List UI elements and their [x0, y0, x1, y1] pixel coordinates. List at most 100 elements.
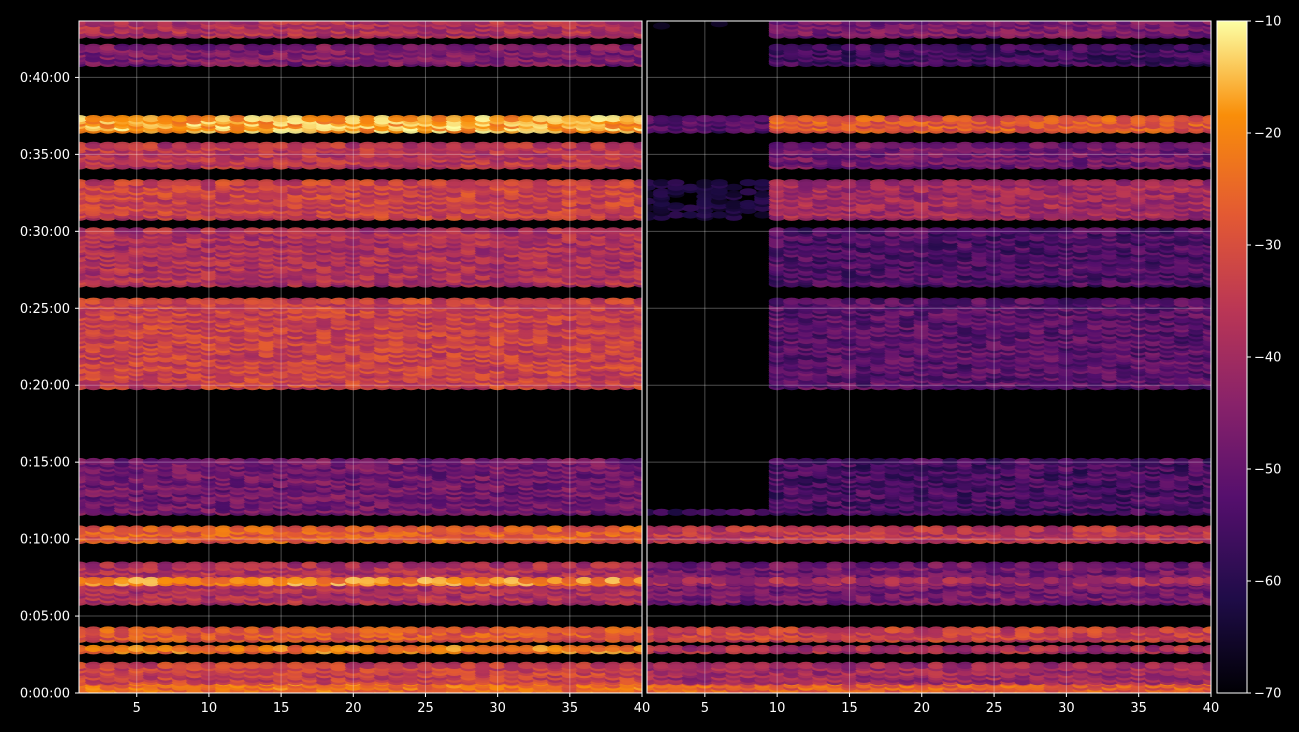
heatmap-cell — [575, 626, 593, 634]
heatmap-cell — [359, 661, 377, 670]
heatmap-cell — [287, 457, 304, 466]
heatmap-cell — [344, 661, 362, 670]
heatmap-cell — [229, 561, 247, 569]
heatmap-cell — [590, 626, 608, 634]
heatmap-cell — [503, 626, 521, 634]
heatmap-cell — [489, 644, 507, 653]
heatmap-cell — [518, 561, 535, 569]
heatmap-cell — [431, 561, 449, 569]
heatmap-cell — [113, 561, 131, 569]
heatmap-cell — [402, 297, 420, 305]
heatmap-cell — [532, 525, 550, 533]
heatmap-cell — [417, 576, 434, 585]
heatmap-cell — [186, 576, 203, 585]
heatmap-cell — [243, 561, 261, 569]
heatmap-cell — [186, 561, 203, 569]
heatmap-cell — [373, 626, 391, 634]
heatmap-cell — [84, 626, 102, 634]
heatmap-cell — [532, 457, 550, 466]
heatmap-cell — [359, 457, 377, 466]
heatmap-cell — [287, 525, 304, 533]
heatmap-cell — [214, 576, 232, 585]
heatmap-cell — [287, 644, 304, 653]
heatmap-cell — [359, 561, 377, 569]
heatmap-cell — [142, 576, 160, 585]
heatmap-cell — [229, 644, 247, 653]
heatmap-cell — [344, 561, 362, 569]
heatmap-cell — [402, 661, 420, 670]
heatmap-cell — [604, 457, 622, 466]
heatmap-cell — [171, 661, 189, 670]
heatmap-cell — [474, 561, 492, 569]
heatmap-cell — [489, 561, 507, 569]
heatmap-cell — [330, 644, 348, 653]
heatmap-cell — [200, 644, 218, 653]
heatmap-cell — [113, 661, 131, 670]
heatmap-cell — [503, 644, 521, 653]
heatmap-cell — [84, 457, 102, 466]
heatmap-cell — [200, 561, 218, 569]
heatmap-cell — [431, 661, 449, 670]
heatmap-cell — [344, 644, 362, 653]
heatmap-cell — [359, 297, 377, 305]
heatmap-cell — [445, 561, 463, 569]
heatmap-cell — [575, 661, 593, 670]
heatmap-cell — [84, 561, 102, 569]
heatmap-cell — [417, 561, 434, 569]
heatmap-cell — [79, 644, 88, 653]
heatmap-cell — [388, 626, 406, 634]
heatmap-cell — [619, 661, 637, 670]
heatmap-cell — [113, 576, 131, 585]
heatmap-cell — [561, 561, 579, 569]
heatmap-cell — [157, 626, 175, 634]
heatmap-cell — [431, 626, 449, 634]
heatmap-cell — [330, 457, 348, 466]
heatmap-cell — [373, 661, 391, 670]
heatmap-cell — [258, 644, 276, 653]
heatmap-cell — [330, 661, 348, 670]
heatmap-cell — [633, 561, 642, 569]
heatmap-cell — [445, 576, 463, 585]
heatmap-cell — [84, 644, 102, 653]
heatmap-cell — [373, 561, 391, 569]
heatmap-cell — [79, 626, 88, 634]
heatmap-cell — [157, 576, 175, 585]
heatmap-cell — [142, 644, 160, 653]
heatmap-cell — [200, 576, 218, 585]
heatmap-cell — [128, 561, 146, 569]
heatmap-cell — [532, 661, 550, 670]
heatmap-cell — [445, 661, 463, 670]
heatmap-cell — [287, 561, 304, 569]
heatmap-cell — [287, 626, 304, 634]
heatmap-cell — [142, 561, 160, 569]
heatmap-cell — [315, 576, 333, 585]
heatmap-cell — [113, 626, 131, 634]
heatmap-cell — [243, 525, 261, 533]
heatmap-cell — [229, 576, 247, 585]
heatmap-cell — [301, 644, 319, 653]
heatmap-cell — [546, 561, 564, 569]
heatmap-cell — [200, 626, 218, 634]
heatmap-cell — [243, 457, 261, 466]
heatmap-cell — [157, 525, 175, 533]
heatmap-cell — [272, 561, 290, 569]
heatmap-cell — [186, 661, 203, 670]
heatmap-cell — [171, 576, 189, 585]
heatmap-cell — [315, 561, 333, 569]
heatmap-cell — [388, 644, 406, 653]
heatmap-cell — [128, 661, 146, 670]
heatmap-cell — [272, 644, 290, 653]
heatmap-cell — [214, 661, 232, 670]
heatmap-cell — [113, 644, 131, 653]
heatmap-cell — [142, 626, 160, 634]
heatmap-cell — [431, 576, 449, 585]
heatmap-cell — [272, 626, 290, 634]
heatmap-cell — [243, 626, 261, 634]
heatmap-cell — [79, 661, 88, 669]
heatmap-cell — [272, 661, 290, 670]
heatmap-cell — [388, 661, 406, 670]
heatmap-cell — [460, 576, 478, 585]
heatmap-cell — [359, 626, 377, 634]
heatmap-cell — [359, 525, 377, 533]
heatmap-cell — [532, 644, 550, 653]
